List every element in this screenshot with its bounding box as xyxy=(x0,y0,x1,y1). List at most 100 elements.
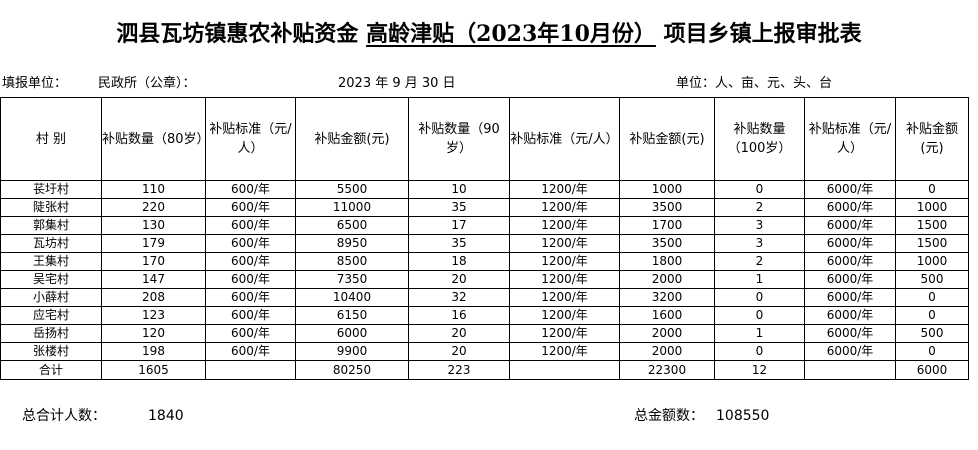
table-cell: 6000/年 xyxy=(804,342,896,361)
table-cell: 8950 xyxy=(295,234,409,253)
table-cell: 20 xyxy=(408,342,510,361)
table-cell: 179 xyxy=(101,234,206,253)
page-title: 泗县瓦坊镇惠农补贴资金 高龄津贴（2023年10月份） 项目乡镇上报审批表 xyxy=(0,14,978,54)
village-name-cell: 小薛村 xyxy=(0,288,102,307)
subsidy-table: 村 别 补贴数量（80岁） 补贴标准（元/人） 补贴金额(元) 补贴数量（90岁… xyxy=(0,97,969,380)
table-cell: 10400 xyxy=(295,288,409,307)
table-cell: 1000 xyxy=(619,180,715,199)
table-cell: 1000 xyxy=(895,198,969,217)
table-cell: 0 xyxy=(714,306,805,325)
table-cell: 18 xyxy=(408,252,510,271)
totals-cell xyxy=(509,360,620,380)
table-cell: 600/年 xyxy=(205,252,296,271)
village-name-cell: 岳扬村 xyxy=(0,324,102,343)
total-amount-label: 总金额数： xyxy=(634,408,704,424)
total-amount-value: 108550 xyxy=(716,408,770,424)
village-name-cell: 苌圩村 xyxy=(0,180,102,199)
village-name-cell: 瓦坊村 xyxy=(0,234,102,253)
table-row: 郭集村 130 600/年 6500 17 1200/年 1700 3 6000/年 1500 xyxy=(0,216,969,235)
table-cell: 6000/年 xyxy=(804,216,896,235)
report-date: 2023 年 9 月 30 日 xyxy=(338,76,456,91)
table-row: 张楼村 198 600/年 9900 20 1200/年 2000 0 6000/年 0 xyxy=(0,342,969,361)
table-cell: 0 xyxy=(895,180,969,199)
table-cell: 10 xyxy=(408,180,510,199)
table-cell: 1500 xyxy=(895,234,969,253)
table-cell: 32 xyxy=(408,288,510,307)
table-row: 陡张村 220 600/年 11000 35 1200/年 3500 2 6000/年 1000 xyxy=(0,198,969,217)
table-cell: 123 xyxy=(101,306,206,325)
table-cell: 1200/年 xyxy=(509,306,620,325)
totals-label-cell: 合计 xyxy=(0,360,102,380)
table-cell: 600/年 xyxy=(205,198,296,217)
table-cell: 3 xyxy=(714,234,805,253)
table-body: 苌圩村 110 600/年 5500 10 1200/年 1000 0 6000/年 0 陡张村 22… xyxy=(0,180,969,380)
table-cell: 600/年 xyxy=(205,180,296,199)
header-cell: 补贴数量（90岁） xyxy=(408,97,510,181)
table-row: 苌圩村 110 600/年 5500 10 1200/年 1000 0 6000/年 0 xyxy=(0,180,969,199)
totals-cell xyxy=(205,360,296,380)
table-row: 应宅村 123 600/年 6150 16 1200/年 1600 0 6000/年 0 xyxy=(0,306,969,325)
table-cell: 1200/年 xyxy=(509,252,620,271)
table-cell: 8500 xyxy=(295,252,409,271)
table-cell: 130 xyxy=(101,216,206,235)
table-cell: 17 xyxy=(408,216,510,235)
table-cell: 6000 xyxy=(295,324,409,343)
table-cell: 1200/年 xyxy=(509,270,620,289)
table-cell: 0 xyxy=(714,342,805,361)
table-cell: 0 xyxy=(714,180,805,199)
table-row: 吴宅村 147 600/年 7350 20 1200/年 2000 1 6000/年 500 xyxy=(0,270,969,289)
report-unit-label: 填报单位： xyxy=(2,76,68,91)
totals-cell: 12 xyxy=(714,360,805,380)
table-cell: 6000/年 xyxy=(804,270,896,289)
header-row: 村 别 补贴数量（80岁） 补贴标准（元/人） 补贴金额(元) 补贴数量（90岁… xyxy=(0,97,969,181)
table-cell: 170 xyxy=(101,252,206,271)
table-cell: 16 xyxy=(408,306,510,325)
table-cell: 1800 xyxy=(619,252,715,271)
table-cell: 0 xyxy=(714,288,805,307)
table-cell: 2 xyxy=(714,252,805,271)
totals-row: 合计 1605 80250 223 22300 12 6000 xyxy=(0,360,969,380)
header-cell: 补贴金额(元) xyxy=(895,97,969,181)
table-cell: 6000/年 xyxy=(804,324,896,343)
header-cell: 补贴金额(元) xyxy=(619,97,715,181)
table-cell: 500 xyxy=(895,270,969,289)
table-cell: 208 xyxy=(101,288,206,307)
table-cell: 1 xyxy=(714,324,805,343)
table-cell: 3500 xyxy=(619,234,715,253)
table-cell: 6000/年 xyxy=(804,180,896,199)
table-cell: 2000 xyxy=(619,270,715,289)
table-cell: 600/年 xyxy=(205,342,296,361)
table-cell: 600/年 xyxy=(205,270,296,289)
table-cell: 0 xyxy=(895,306,969,325)
table-cell: 6500 xyxy=(295,216,409,235)
table-cell: 600/年 xyxy=(205,216,296,235)
totals-cell xyxy=(804,360,896,380)
table-cell: 1200/年 xyxy=(509,342,620,361)
totals-cell: 6000 xyxy=(895,360,969,380)
report-unit-value: 民政所（公章）： xyxy=(98,76,196,91)
title-prefix: 泗县瓦坊镇惠农补贴资金 xyxy=(116,21,359,47)
table-cell: 11000 xyxy=(295,198,409,217)
table-cell: 1200/年 xyxy=(509,288,620,307)
table-cell: 500 xyxy=(895,324,969,343)
header-cell: 补贴标准（元/人） xyxy=(804,97,896,181)
header-cell: 补贴金额(元) xyxy=(295,97,409,181)
total-people-label: 总合计人数： xyxy=(22,408,106,424)
village-name-cell: 应宅村 xyxy=(0,306,102,325)
village-name-cell: 吴宅村 xyxy=(0,270,102,289)
table-cell: 6150 xyxy=(295,306,409,325)
table-cell: 20 xyxy=(408,324,510,343)
village-name-cell: 郭集村 xyxy=(0,216,102,235)
table-cell: 120 xyxy=(101,324,206,343)
table-row: 王集村 170 600/年 8500 18 1200/年 1800 2 6000/年 1000 xyxy=(0,252,969,271)
totals-cell: 80250 xyxy=(295,360,409,380)
table-cell: 1 xyxy=(714,270,805,289)
table-cell: 5500 xyxy=(295,180,409,199)
total-people-value: 1840 xyxy=(148,408,184,424)
table-cell: 35 xyxy=(408,234,510,253)
table-cell: 6000/年 xyxy=(804,306,896,325)
table-cell: 1200/年 xyxy=(509,324,620,343)
table-cell: 2 xyxy=(714,198,805,217)
table-cell: 2000 xyxy=(619,342,715,361)
table-cell: 600/年 xyxy=(205,288,296,307)
